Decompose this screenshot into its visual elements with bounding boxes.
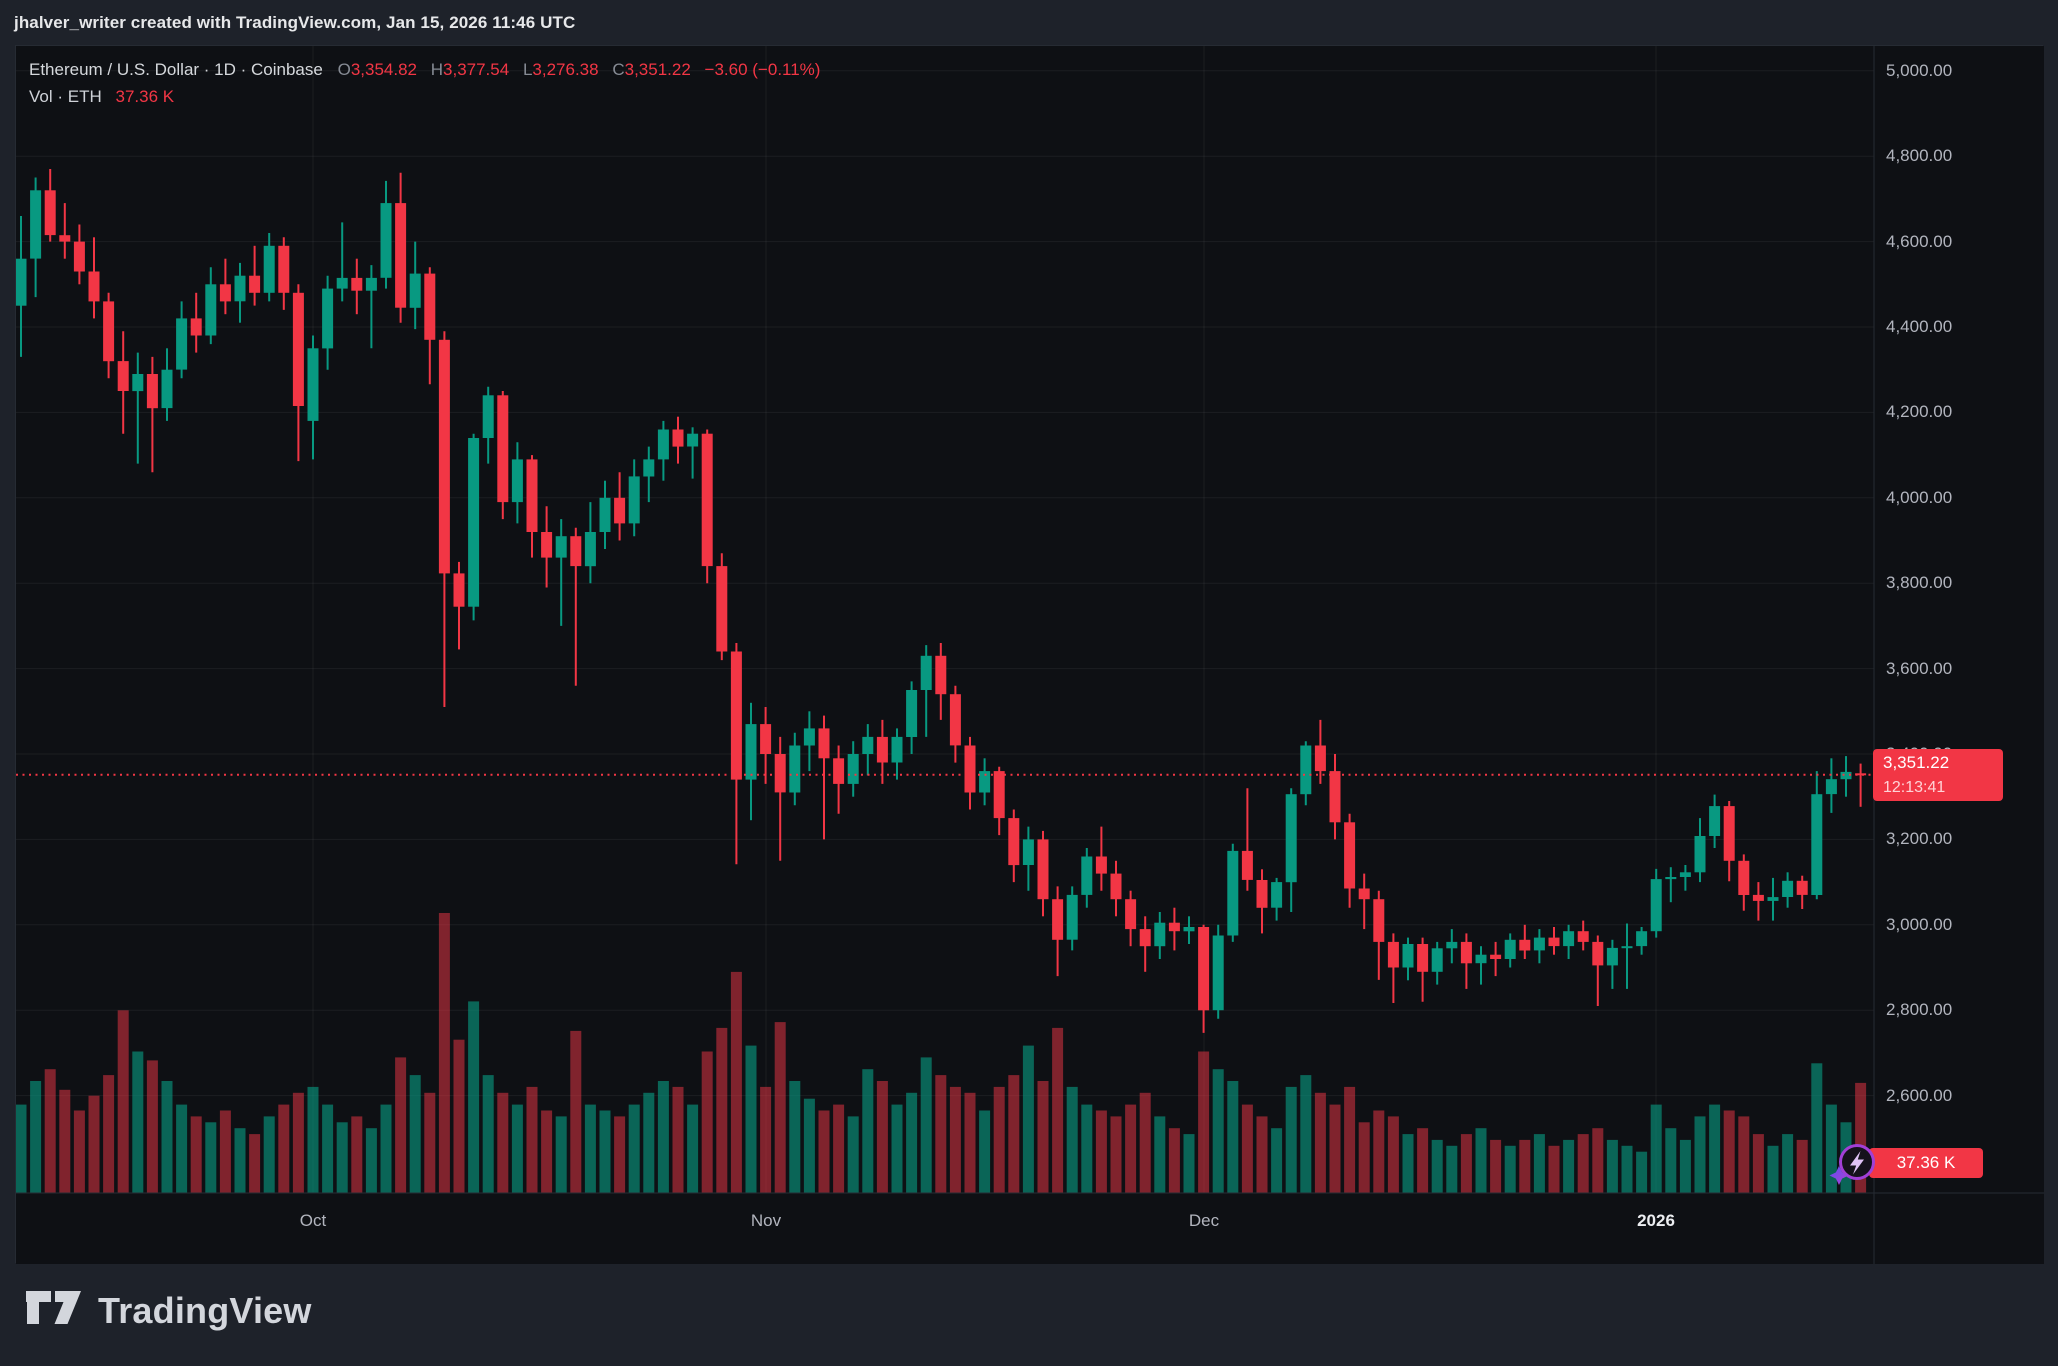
price-axis-label: 4,800.00: [1886, 146, 1953, 166]
flash-icon[interactable]: [1824, 1138, 1882, 1196]
price-axis-label: 3,000.00: [1886, 914, 1953, 934]
time-axis-label: 2026: [1637, 1211, 1675, 1230]
legend-volume-row: Vol · ETH 37.36 K: [29, 83, 820, 110]
low-value: 3,276.38: [532, 60, 599, 79]
price-axis-label: 4,400.00: [1886, 317, 1953, 336]
attribution-text: jhalver_writer created with TradingView.…: [14, 13, 576, 32]
volume-value: 37.36 K: [115, 87, 175, 106]
time-axis-label: Dec: [1188, 1211, 1220, 1230]
sparkle-icon: [1829, 1166, 1849, 1185]
volume-badge: 37.36 K: [1869, 1148, 1983, 1178]
price-axis-label: 2,600.00: [1886, 1085, 1953, 1105]
candlestick-chart[interactable]: [16, 46, 2044, 1264]
time-axis-label: Oct: [299, 1211, 327, 1230]
high-value: 3,377.54: [443, 60, 510, 79]
high-label: H: [430, 60, 444, 79]
legend-symbol-row: Ethereum / U.S. Dollar · 1D · Coinbase O…: [29, 56, 820, 83]
change-value: −3.60 (−0.11%): [704, 60, 821, 79]
close-label: C: [612, 60, 625, 79]
lightning-bolt-icon: [1850, 1151, 1864, 1175]
symbol-title[interactable]: Ethereum / U.S. Dollar · 1D · Coinbase: [29, 60, 323, 79]
price-axis-label: 4,600.00: [1886, 231, 1953, 251]
tradingview-logo-icon[interactable]: [26, 1291, 84, 1331]
price-axis-label: 3,800.00: [1886, 573, 1953, 593]
close-value: 3,351.22: [624, 60, 691, 79]
low-label: L: [522, 60, 533, 79]
volume-label[interactable]: Vol · ETH: [29, 87, 102, 106]
bar-countdown: 12:13:41: [1883, 779, 1946, 796]
price-axis-label: 3,200.00: [1886, 829, 1953, 849]
open-label: O: [337, 60, 351, 79]
time-axis-label: Nov: [750, 1211, 782, 1230]
price-axis-label: 3,600.00: [1886, 658, 1953, 678]
price-axis-label: 5,000.00: [1886, 60, 1953, 80]
price-axis-label: 2,800.00: [1886, 1000, 1953, 1020]
footer: TradingView: [26, 1288, 312, 1334]
current-price-badge: 3,351.22 12:13:41: [1873, 749, 2003, 801]
current-price-value: 3,351.22: [1883, 753, 1950, 772]
chart-pane: Ethereum / U.S. Dollar · 1D · Coinbase O…: [15, 45, 2044, 1264]
chart-legend: Ethereum / U.S. Dollar · 1D · Coinbase O…: [29, 56, 820, 110]
price-axis-label: 4,200.00: [1886, 402, 1953, 422]
price-axis-label: 4,000.00: [1886, 487, 1953, 507]
open-value: 3,354.82: [350, 60, 417, 79]
tradingview-logo-text[interactable]: TradingView: [98, 1290, 312, 1331]
